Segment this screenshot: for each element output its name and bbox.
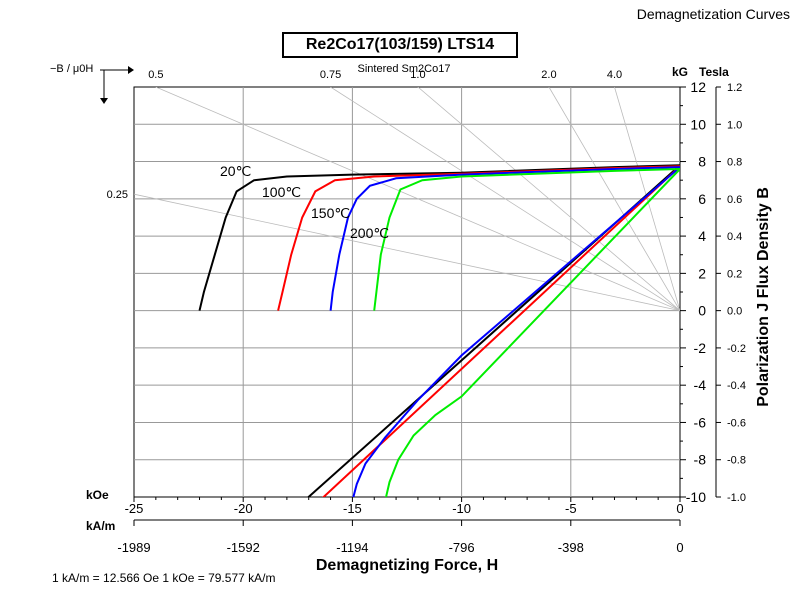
permeance-axis-arrowhead-v xyxy=(100,98,108,104)
x-unit-primary: kOe xyxy=(86,488,109,502)
y2-tick-label: 1.2 xyxy=(727,82,742,94)
permeance-label: 4.0 xyxy=(607,69,622,81)
y2-tick-label: 0.2 xyxy=(727,268,742,280)
permeance-label: 1.0 xyxy=(410,69,425,81)
y-tick-label: 0 xyxy=(698,303,706,319)
y-tick-label: -2 xyxy=(694,340,707,356)
y2-tick-label: 0.0 xyxy=(727,306,742,318)
y-tick-label: 12 xyxy=(690,79,706,95)
x2-tick-label: -796 xyxy=(449,540,475,555)
x-tick-label: 0 xyxy=(676,501,683,516)
series-label: 20℃ xyxy=(220,163,251,179)
y-tick-label: 4 xyxy=(698,228,706,244)
permeance-label: 0.5 xyxy=(148,69,163,81)
x2-tick-label: -1592 xyxy=(227,540,260,555)
x-axis-label: Demagnetizing Force, H xyxy=(316,557,498,574)
y-unit-secondary: Tesla xyxy=(699,65,729,79)
y-tick-label: 2 xyxy=(698,265,706,281)
axes: -25 -20 -15 -10 -5 0-1989 -1592 -1194 -796 -398 01… xyxy=(107,69,746,555)
x-tick-label: -20 xyxy=(234,501,253,516)
permeance-label: 0.75 xyxy=(320,69,341,81)
permeance-axis-arrowhead-h xyxy=(128,66,134,74)
x-unit-secondary: kA/m xyxy=(86,519,115,533)
y-tick-label: 6 xyxy=(698,191,706,207)
x2-tick-label: -1194 xyxy=(336,540,368,555)
curve-J-2 xyxy=(329,166,680,311)
curve-B-1 xyxy=(322,165,680,497)
y2-tick-label: -0.4 xyxy=(727,380,746,392)
permeance-line xyxy=(614,87,680,311)
x-tick-label: -5 xyxy=(565,501,577,516)
series-label: 150℃ xyxy=(311,205,350,221)
y-tick-label: -6 xyxy=(694,414,707,430)
x-tick-label: -10 xyxy=(452,501,471,516)
series-label: 100℃ xyxy=(262,184,301,200)
curve-B-3 xyxy=(385,168,680,497)
permeance-label: 0.25 xyxy=(107,189,128,201)
permeance-line xyxy=(417,87,680,311)
series-label: 200℃ xyxy=(350,225,389,241)
x2-tick-label: -398 xyxy=(558,540,584,555)
y2-tick-label: 0.4 xyxy=(727,231,742,243)
permeance-line xyxy=(134,193,680,312)
y-tick-label: -10 xyxy=(686,489,706,505)
permeance-label: 2.0 xyxy=(541,69,556,81)
y2-tick-label: 1.0 xyxy=(727,119,742,131)
x-tick-label: -15 xyxy=(343,501,362,516)
y-unit-primary: kG xyxy=(672,65,688,79)
permeance-line xyxy=(155,87,680,312)
footnote: 1 kA/m = 12.566 Oe 1 kOe = 79.577 kA/m xyxy=(52,571,275,585)
subtitle: Sintered Sm2Co17 xyxy=(358,63,451,75)
curve-B-2 xyxy=(352,166,680,497)
y2-tick-label: -1.0 xyxy=(727,492,746,504)
y2-tick-label: 0.6 xyxy=(727,194,742,206)
y2-tick-label: 0.8 xyxy=(727,157,742,169)
y-tick-label: -8 xyxy=(694,452,707,468)
y-axis-label: Polarization J Flux Density B xyxy=(755,187,772,407)
chart-title: Re2Co17(103/159) LTS14 xyxy=(282,32,518,58)
curve-J-1 xyxy=(277,165,680,311)
y-tick-label: -4 xyxy=(694,377,707,393)
permeance-lines xyxy=(134,87,680,312)
curve-J-3 xyxy=(373,168,680,311)
plot-area xyxy=(133,86,681,498)
permeance-line xyxy=(548,87,680,311)
x2-tick-label: 0 xyxy=(676,540,683,555)
y2-tick-label: -0.8 xyxy=(727,455,746,467)
x-tick-label: -25 xyxy=(125,501,144,516)
y2-tick-label: -0.2 xyxy=(727,343,746,355)
x2-tick-label: -1989 xyxy=(117,540,150,555)
curves xyxy=(198,164,680,497)
page-header: Demagnetization Curves xyxy=(636,6,790,22)
y2-tick-label: -0.6 xyxy=(727,417,746,429)
y-tick-label: 10 xyxy=(690,116,706,132)
permeance-line xyxy=(330,87,680,311)
y-tick-label: 8 xyxy=(698,154,706,170)
permeance-axis-label: −B / μ0H xyxy=(50,63,93,75)
grid xyxy=(134,87,680,497)
